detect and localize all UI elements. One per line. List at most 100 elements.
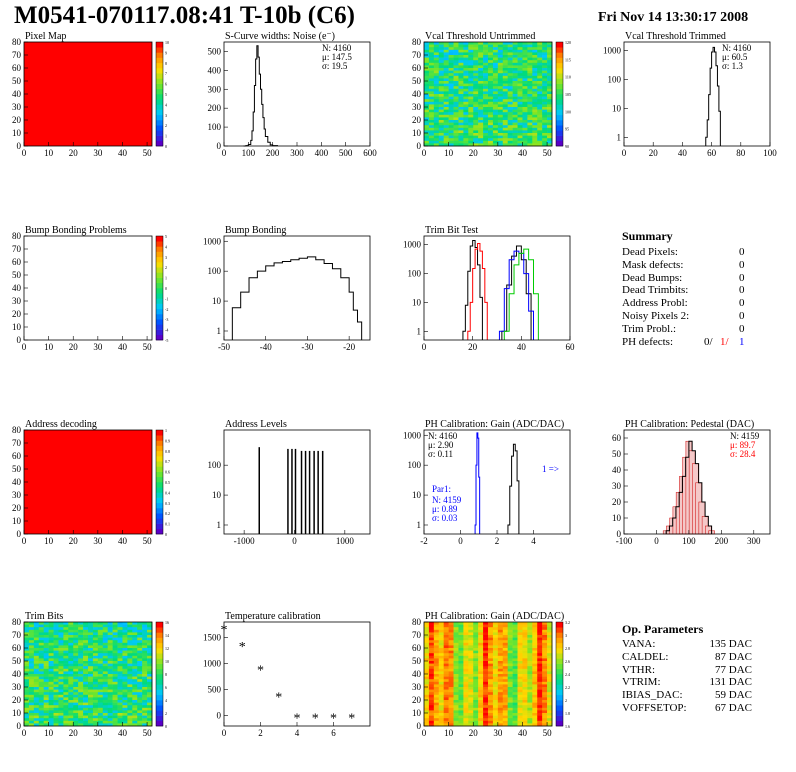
heatmap-cell [142, 637, 148, 641]
heatmap-cell [428, 650, 435, 654]
heatmap-cell [532, 109, 538, 113]
heatmap-cell [33, 707, 40, 711]
heatmap-cell [443, 83, 449, 87]
heatmap-cell [492, 663, 499, 667]
x-tick-label: 0 [222, 148, 227, 158]
heatmap-cell [58, 640, 64, 644]
heatmap-cell [547, 710, 553, 714]
heatmap-cell [522, 88, 528, 92]
heatmap-cell [147, 689, 153, 693]
palette-tick-label: 90 [565, 144, 569, 149]
heatmap-cell [97, 637, 104, 641]
heatmap-cell [92, 700, 99, 703]
heatmap-cell [507, 68, 513, 71]
palette-swatch [156, 471, 163, 478]
heatmap-cell [532, 49, 538, 53]
heatmap-cell [107, 723, 113, 727]
heatmap-cell [63, 663, 69, 667]
heatmap-cell [127, 705, 133, 709]
heatmap-cell [527, 715, 533, 719]
heatmap-cell [547, 715, 553, 719]
heatmap-cell [473, 668, 479, 672]
chart-title-bump_problems: Bump Bonding Problems [25, 225, 127, 236]
heatmap-cell [512, 700, 518, 703]
heatmap-cell [517, 655, 523, 659]
heatmap-cell [433, 679, 440, 683]
heatmap-cell [502, 689, 508, 693]
heatmap-cell [473, 666, 479, 670]
y-tick-label: 100 [208, 460, 222, 470]
heatmap-cell [527, 661, 533, 664]
heatmap-cell [38, 684, 44, 688]
heatmap-fill [24, 42, 152, 146]
heatmap-cell [463, 94, 469, 97]
y-tick-label: 300 [208, 84, 222, 94]
heatmap-cell [132, 632, 138, 636]
heatmap-cell [424, 127, 430, 131]
heatmap-cell [438, 681, 444, 685]
heatmap-cell [142, 668, 148, 672]
heatmap-cell [537, 122, 543, 126]
palette-tick-label: 100 [565, 109, 571, 114]
heatmap-cell [112, 681, 118, 685]
heatmap-cell [83, 705, 89, 709]
heatmap-cell [443, 107, 449, 110]
heatmap-cell [433, 109, 440, 113]
heatmap-cell [478, 52, 484, 56]
heatmap-cell [473, 78, 479, 82]
heatmap-cell [478, 130, 484, 134]
palette-swatch [156, 104, 163, 110]
heatmap-cell [24, 702, 30, 706]
heatmap-cell [537, 73, 543, 77]
heatmap-cell [517, 73, 523, 77]
heatmap-cell [428, 689, 435, 693]
heatmap-cell [97, 674, 104, 677]
heatmap-cell [463, 663, 469, 667]
heatmap-cell [428, 653, 435, 657]
heatmap-cell [488, 702, 494, 706]
heatmap-cell [38, 689, 44, 693]
heatmap-cell [438, 49, 444, 53]
heatmap-cell [502, 120, 508, 123]
x-tick-label: 50 [543, 148, 553, 158]
heatmap-cell [424, 694, 430, 698]
palette-tick-label: 7 [165, 71, 167, 76]
heatmap-cell [448, 99, 454, 103]
heatmap-cell [424, 718, 430, 722]
heatmap-cell [458, 135, 464, 139]
heatmap-cell [542, 632, 548, 636]
heatmap-cell [122, 723, 128, 727]
heatmap-cell [512, 49, 518, 53]
heatmap-cell [132, 684, 138, 688]
heatmap-cell [453, 143, 459, 147]
heatmap-cell [497, 125, 504, 129]
heatmap-cell [453, 49, 459, 53]
heatmap-cell [483, 676, 489, 680]
heatmap-cell [38, 674, 44, 677]
heatmap-cell [502, 624, 508, 628]
heatmap-cell [483, 49, 489, 53]
heatmap-cell [483, 125, 489, 129]
x-tick-label: 300 [747, 536, 761, 546]
heatmap-cell [463, 117, 469, 121]
heatmap-cell [92, 653, 99, 657]
heatmap-cell [478, 127, 484, 131]
heatmap-cell [438, 655, 444, 659]
palette-tick-label: 3 [165, 113, 167, 118]
chart-title-vcal_trimmed: Vcal Threshold Trimmed [625, 31, 726, 42]
heatmap-cell [497, 138, 504, 142]
heatmap-cell [433, 687, 440, 690]
heatmap-cell [443, 94, 449, 97]
heatmap-cell [424, 635, 430, 638]
heatmap-cell [132, 681, 138, 685]
heatmap-cell [428, 637, 435, 641]
x-tick-label: 50 [143, 728, 153, 738]
heatmap-cell [483, 642, 489, 646]
heatmap-cell [463, 138, 469, 142]
heatmap-cell [433, 143, 440, 147]
heatmap-cell [517, 723, 523, 727]
heatmap-cell [424, 130, 430, 134]
palette-swatch [156, 518, 163, 524]
heatmap-cell [78, 653, 84, 657]
